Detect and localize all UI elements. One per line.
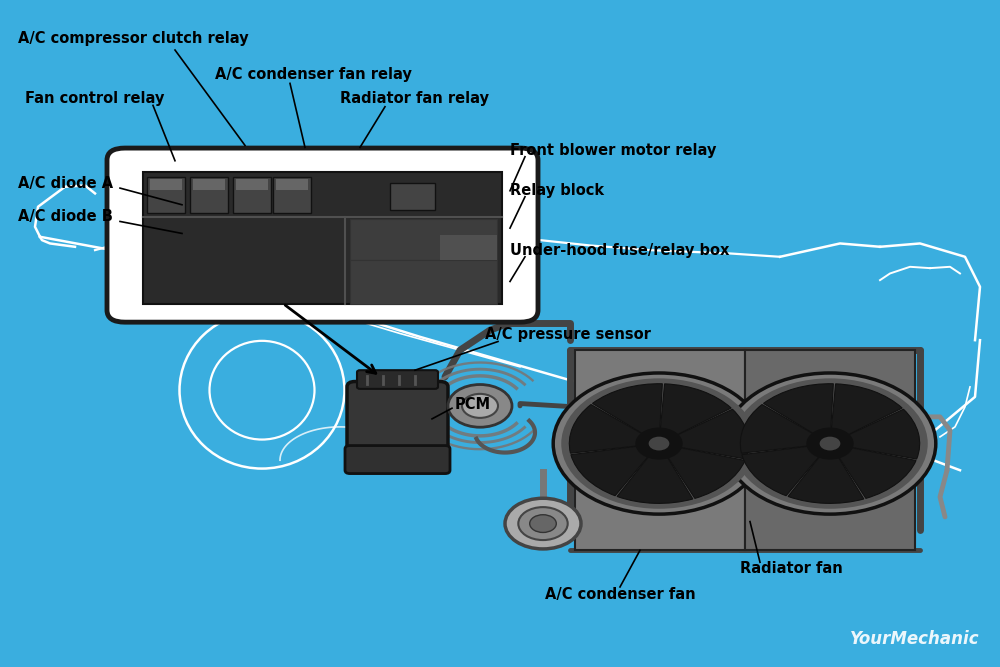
Wedge shape xyxy=(659,384,731,444)
Wedge shape xyxy=(659,444,745,498)
Wedge shape xyxy=(617,444,693,504)
Circle shape xyxy=(724,373,936,514)
FancyBboxPatch shape xyxy=(233,177,271,213)
Text: A/C condenser fan: A/C condenser fan xyxy=(545,588,696,602)
FancyBboxPatch shape xyxy=(575,350,745,550)
Text: PCM: PCM xyxy=(455,398,491,412)
Wedge shape xyxy=(592,384,662,444)
FancyBboxPatch shape xyxy=(745,350,915,550)
Wedge shape xyxy=(830,384,902,444)
Text: A/C pressure sensor: A/C pressure sensor xyxy=(485,327,651,342)
Text: Fan control relay: Fan control relay xyxy=(25,91,164,106)
Wedge shape xyxy=(830,410,920,459)
FancyBboxPatch shape xyxy=(350,260,497,304)
Wedge shape xyxy=(569,404,659,453)
Text: Radiator fan relay: Radiator fan relay xyxy=(340,91,489,106)
FancyBboxPatch shape xyxy=(236,179,268,189)
Circle shape xyxy=(807,428,853,459)
FancyBboxPatch shape xyxy=(440,235,497,260)
FancyBboxPatch shape xyxy=(150,179,182,189)
Text: A/C diode A: A/C diode A xyxy=(18,176,113,191)
FancyBboxPatch shape xyxy=(273,177,311,213)
Wedge shape xyxy=(830,444,916,498)
FancyBboxPatch shape xyxy=(347,382,448,456)
Text: A/C compressor clutch relay: A/C compressor clutch relay xyxy=(18,31,249,46)
Circle shape xyxy=(505,498,581,549)
Text: YourMechanic: YourMechanic xyxy=(850,630,980,648)
FancyBboxPatch shape xyxy=(190,177,228,213)
FancyBboxPatch shape xyxy=(147,177,185,213)
Wedge shape xyxy=(571,444,659,496)
Circle shape xyxy=(732,378,928,509)
Text: Under-hood fuse/relay box: Under-hood fuse/relay box xyxy=(510,243,729,258)
Text: Front blower motor relay: Front blower motor relay xyxy=(510,143,716,158)
Wedge shape xyxy=(788,444,864,504)
Wedge shape xyxy=(742,444,830,496)
FancyBboxPatch shape xyxy=(390,183,435,210)
Circle shape xyxy=(636,428,682,459)
FancyBboxPatch shape xyxy=(107,148,538,322)
Text: A/C condenser fan relay: A/C condenser fan relay xyxy=(215,67,412,82)
Circle shape xyxy=(448,384,512,428)
Wedge shape xyxy=(763,384,833,444)
Circle shape xyxy=(462,394,498,418)
FancyBboxPatch shape xyxy=(345,446,450,474)
Wedge shape xyxy=(740,404,830,453)
FancyBboxPatch shape xyxy=(143,172,502,304)
Wedge shape xyxy=(659,410,749,459)
Text: Radiator fan: Radiator fan xyxy=(740,561,843,576)
Circle shape xyxy=(518,507,568,540)
FancyBboxPatch shape xyxy=(193,179,225,189)
FancyBboxPatch shape xyxy=(350,219,497,260)
Circle shape xyxy=(530,515,556,532)
Text: Relay block: Relay block xyxy=(510,183,604,198)
Circle shape xyxy=(561,378,757,509)
Circle shape xyxy=(649,437,669,450)
Circle shape xyxy=(553,373,765,514)
Circle shape xyxy=(820,437,840,450)
FancyBboxPatch shape xyxy=(357,370,438,389)
FancyBboxPatch shape xyxy=(276,179,308,189)
Text: A/C diode B: A/C diode B xyxy=(18,209,113,224)
